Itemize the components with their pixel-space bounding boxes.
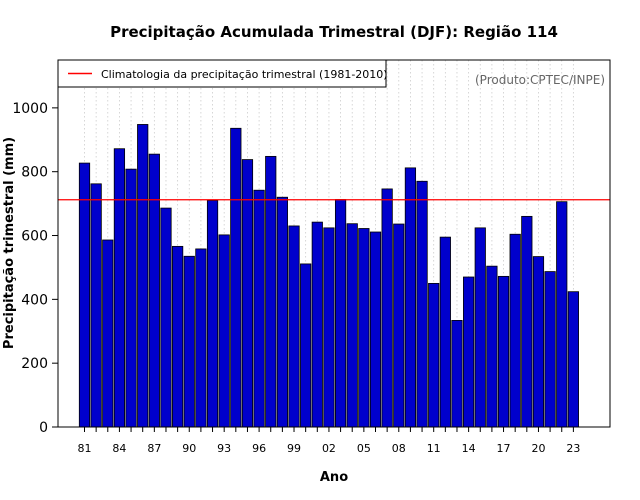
bar-08 [393, 223, 405, 428]
bar-87 [148, 153, 160, 428]
legend-label: Climatologia da precipitação trimestral … [101, 68, 388, 81]
y-axis: 0 200 400 600 800 1000 [12, 101, 59, 436]
bar-10 [416, 180, 428, 428]
credit-text: (Produto:CPTEC/INPE) [475, 73, 605, 87]
bar-94 [230, 127, 242, 428]
x-tick-label: 08 [392, 442, 406, 455]
bar-92 [206, 200, 219, 428]
bar-20 [532, 256, 545, 428]
bar-88 [160, 207, 172, 428]
x-tick-label: 20 [531, 442, 545, 455]
bar-83 [102, 239, 114, 428]
bar-81 [78, 162, 91, 428]
x-tick-label: 96 [252, 442, 266, 455]
x-tick-label: 90 [182, 442, 196, 455]
bar-18 [509, 233, 521, 428]
bar-11 [428, 282, 440, 428]
x-axis-title: Ano [320, 470, 348, 485]
x-tick-label: 84 [112, 442, 126, 455]
bar-97 [265, 155, 277, 428]
bar-19 [521, 215, 533, 428]
grid-lines [84, 60, 574, 427]
x-tick-label: 93 [217, 442, 231, 455]
bar-17 [497, 275, 510, 428]
bar-07 [381, 188, 393, 428]
y-tick-label: 400 [21, 292, 48, 308]
y-tick-label: 600 [21, 229, 48, 245]
x-tick-label: 81 [78, 442, 92, 455]
legend: Climatologia da precipitação trimestral … [57, 59, 388, 88]
bar-98 [276, 196, 288, 428]
y-axis-title: Precipitação trimestral (mm) [2, 137, 17, 349]
bar-99 [288, 225, 300, 428]
x-tick-label: 23 [566, 442, 580, 455]
bar-16 [486, 265, 498, 428]
chart-title: Precipitação Acumulada Trimestral (DJF):… [110, 23, 558, 41]
x-tick-label: 87 [147, 442, 161, 455]
bar-01 [311, 221, 323, 428]
x-tick-label: 02 [322, 442, 336, 455]
bar-89 [172, 245, 184, 428]
bars [78, 124, 579, 428]
bar-93 [218, 234, 230, 428]
x-tick-label: 11 [427, 442, 441, 455]
bar-90 [183, 255, 195, 428]
bar-86 [137, 124, 149, 428]
x-tick-label: 99 [287, 442, 301, 455]
y-tick-label: 0 [39, 420, 48, 436]
bar-04 [346, 223, 358, 428]
y-tick-label: 1000 [12, 101, 48, 117]
bar-84 [113, 148, 126, 428]
bar-23 [567, 291, 579, 428]
bar-02 [323, 227, 335, 428]
bar-22 [556, 201, 568, 428]
bar-13 [451, 320, 463, 428]
x-tick-label: 05 [357, 442, 371, 455]
y-tick-label: 800 [21, 165, 48, 181]
legend-box [57, 59, 387, 88]
y-tick-label: 200 [21, 356, 48, 372]
x-axis: 81 84 87 90 93 96 99 02 05 08 11 14 17 20 23 [78, 426, 580, 455]
x-tick-label: 17 [497, 442, 511, 455]
bar-96 [253, 189, 265, 428]
bar-85 [125, 168, 137, 428]
bar-12 [439, 236, 451, 428]
bar-15 [474, 227, 486, 428]
bar-06 [369, 231, 382, 428]
bar-03 [334, 199, 347, 428]
bar-09 [404, 167, 417, 428]
bar-14 [463, 276, 475, 428]
bar-82 [90, 183, 102, 428]
bar-21 [544, 271, 556, 428]
bar-00 [300, 263, 312, 428]
x-tick-label: 14 [462, 442, 476, 455]
bar-05 [358, 228, 370, 428]
bar-91 [195, 248, 207, 428]
